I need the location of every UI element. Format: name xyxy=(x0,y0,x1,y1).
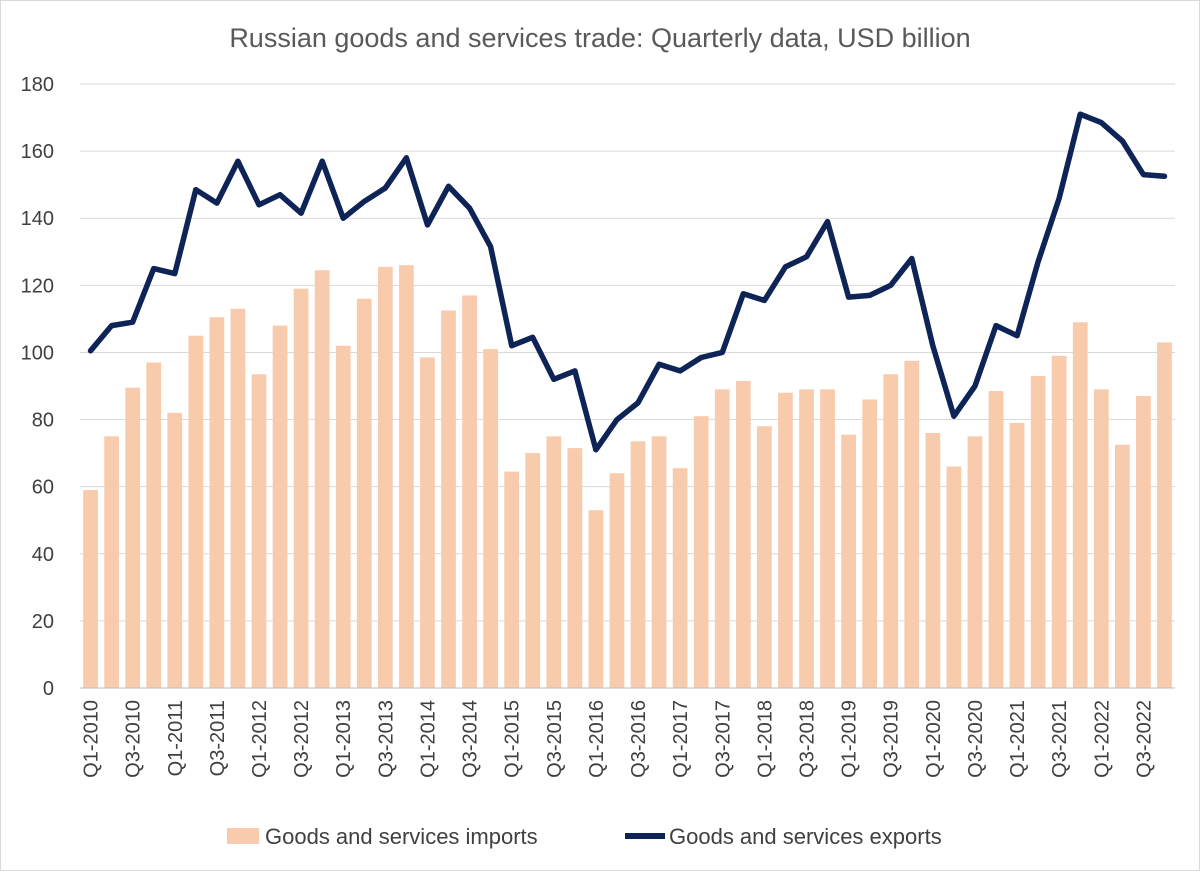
x-tick-label: Q1-2011 xyxy=(165,700,187,776)
chart-title: Russian goods and services trade: Quarte… xyxy=(229,23,970,53)
imports-bar xyxy=(841,434,856,688)
imports-bar xyxy=(967,436,983,688)
x-tick-label: Q1-2022 xyxy=(1091,700,1113,778)
y-tick-label: 160 xyxy=(21,141,54,163)
imports-bar xyxy=(462,295,477,688)
x-tick-label: Q1-2014 xyxy=(417,700,439,778)
y-tick-label: 100 xyxy=(21,342,54,364)
imports-bar xyxy=(104,436,119,688)
imports-bar xyxy=(209,317,225,688)
y-tick-label: 140 xyxy=(21,208,54,230)
x-tick-label: Q3-2022 xyxy=(1133,700,1155,778)
x-tick-label: Q1-2015 xyxy=(502,700,524,778)
imports-bar xyxy=(251,374,267,688)
axes: 0 20 40 60 80 100 120 140 160 180 Q1-2010 Q3-2010 Q1… xyxy=(21,74,1175,778)
imports-bar xyxy=(335,345,351,688)
imports-bar xyxy=(167,412,183,688)
imports-bar xyxy=(272,325,288,688)
imports-bar xyxy=(1009,422,1025,688)
y-tick-label: 180 xyxy=(21,74,54,96)
imports-bar xyxy=(735,380,751,688)
imports-bar xyxy=(757,426,772,688)
exports-line-layer xyxy=(87,111,1168,453)
imports-bars xyxy=(83,265,1172,688)
imports-bar xyxy=(693,416,709,688)
x-tick-label: Q1-2018 xyxy=(754,700,776,778)
x-tick-label: Q3-2012 xyxy=(291,700,313,778)
x-tick-label: Q3-2013 xyxy=(375,700,397,778)
imports-bar xyxy=(1093,389,1109,688)
legend-label-imports: Goods and services imports xyxy=(265,824,538,849)
x-tick-label: Q3-2011 xyxy=(207,700,229,776)
x-tick-label: Q1-2020 xyxy=(923,700,945,778)
imports-bar xyxy=(1157,342,1172,688)
x-tick-label: Q3-2010 xyxy=(123,700,145,778)
x-tick-label: Q1-2017 xyxy=(670,700,692,778)
x-tick-label: Q1-2021 xyxy=(1007,700,1029,778)
imports-bar xyxy=(1072,322,1088,688)
imports-bar xyxy=(1136,396,1151,688)
y-tick-label: 120 xyxy=(21,275,54,297)
x-tick-label: Q1-2013 xyxy=(333,700,355,778)
x-tick-label: Q1-2010 xyxy=(81,700,103,778)
imports-bar xyxy=(778,392,793,688)
y-tick-label: 20 xyxy=(32,611,54,633)
imports-bar xyxy=(672,468,688,688)
imports-bar xyxy=(651,436,667,688)
x-tick-label: Q3-2021 xyxy=(1049,700,1071,778)
x-tick-label: Q1-2019 xyxy=(839,700,861,778)
legend-label-exports: Goods and services exports xyxy=(669,824,942,849)
imports-bar xyxy=(504,471,520,688)
imports-bar xyxy=(230,308,246,688)
imports-bar xyxy=(588,510,604,688)
imports-bar xyxy=(314,270,330,688)
x-tick-label: Q3-2017 xyxy=(712,700,734,778)
imports-bar xyxy=(925,432,941,688)
x-tick-label: Q1-2016 xyxy=(586,700,608,778)
imports-bar xyxy=(399,265,414,688)
x-tick-label: Q3-2019 xyxy=(881,700,903,778)
imports-bar xyxy=(83,490,98,688)
y-tick-label: 60 xyxy=(32,477,54,499)
imports-bar xyxy=(377,266,393,688)
x-tick-label: Q1-2012 xyxy=(249,700,271,778)
legend-swatch-imports xyxy=(227,828,259,844)
imports-bar xyxy=(862,399,878,688)
imports-bar xyxy=(799,389,814,688)
y-tick-label: 0 xyxy=(43,678,54,700)
imports-bar xyxy=(609,473,625,688)
legend: Goods and services imports Goods and ser… xyxy=(227,824,942,849)
imports-bar xyxy=(567,448,583,688)
x-tick-label: Q3-2018 xyxy=(796,700,818,778)
imports-bar xyxy=(714,389,730,688)
imports-bar xyxy=(820,389,835,688)
imports-bar xyxy=(988,391,1004,688)
imports-bar xyxy=(356,298,372,688)
imports-bar xyxy=(420,357,435,688)
y-tick-label: 80 xyxy=(32,410,54,432)
imports-bar xyxy=(883,374,899,688)
x-tick-label: Q3-2020 xyxy=(965,700,987,778)
x-tick-label: Q3-2015 xyxy=(544,700,566,778)
imports-bar xyxy=(125,387,141,688)
x-tick-label: Q3-2016 xyxy=(628,700,650,778)
imports-bar xyxy=(946,466,962,688)
imports-bar xyxy=(293,288,309,688)
imports-bar xyxy=(904,360,920,688)
imports-bar xyxy=(1114,444,1130,688)
exports-line xyxy=(87,111,1168,453)
imports-bar xyxy=(525,453,541,688)
y-tick-label: 40 xyxy=(32,544,54,566)
imports-bar xyxy=(1051,355,1067,688)
imports-bar xyxy=(146,362,162,688)
imports-bar xyxy=(483,349,498,688)
imports-bar xyxy=(441,310,456,688)
x-tick-label: Q3-2014 xyxy=(460,700,482,778)
imports-bar xyxy=(1030,375,1046,688)
imports-bar xyxy=(546,436,562,688)
imports-bar xyxy=(188,335,204,688)
imports-bar xyxy=(630,441,646,688)
